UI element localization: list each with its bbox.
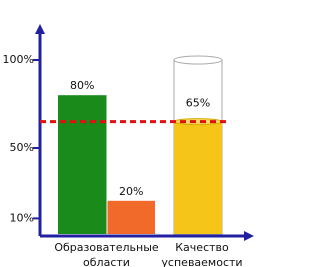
label-line: Качество — [175, 241, 229, 254]
bar — [108, 201, 156, 234]
y-tick-label: 10% — [10, 211, 34, 224]
y-tick-label: 50% — [10, 141, 34, 154]
bar — [174, 122, 222, 234]
chart: 10% 50% 100% 80% 20% Образовательные области 65… — [0, 0, 260, 267]
label-line: области — [83, 256, 130, 267]
x-axis-arrow — [244, 231, 254, 241]
y-axis-arrow — [35, 24, 45, 34]
bar — [58, 95, 107, 234]
label-line: успеваемости — [161, 256, 242, 267]
glass-top — [174, 56, 222, 64]
value-label: 80% — [70, 79, 94, 92]
x-tick-label: Качество успеваемости — [161, 241, 242, 267]
y-tick-label: 100% — [3, 53, 34, 66]
label-line: Образовательные — [54, 241, 159, 254]
value-label: 65% — [186, 97, 210, 110]
value-label: 20% — [119, 185, 143, 198]
x-tick-label: Образовательные области — [54, 241, 159, 267]
